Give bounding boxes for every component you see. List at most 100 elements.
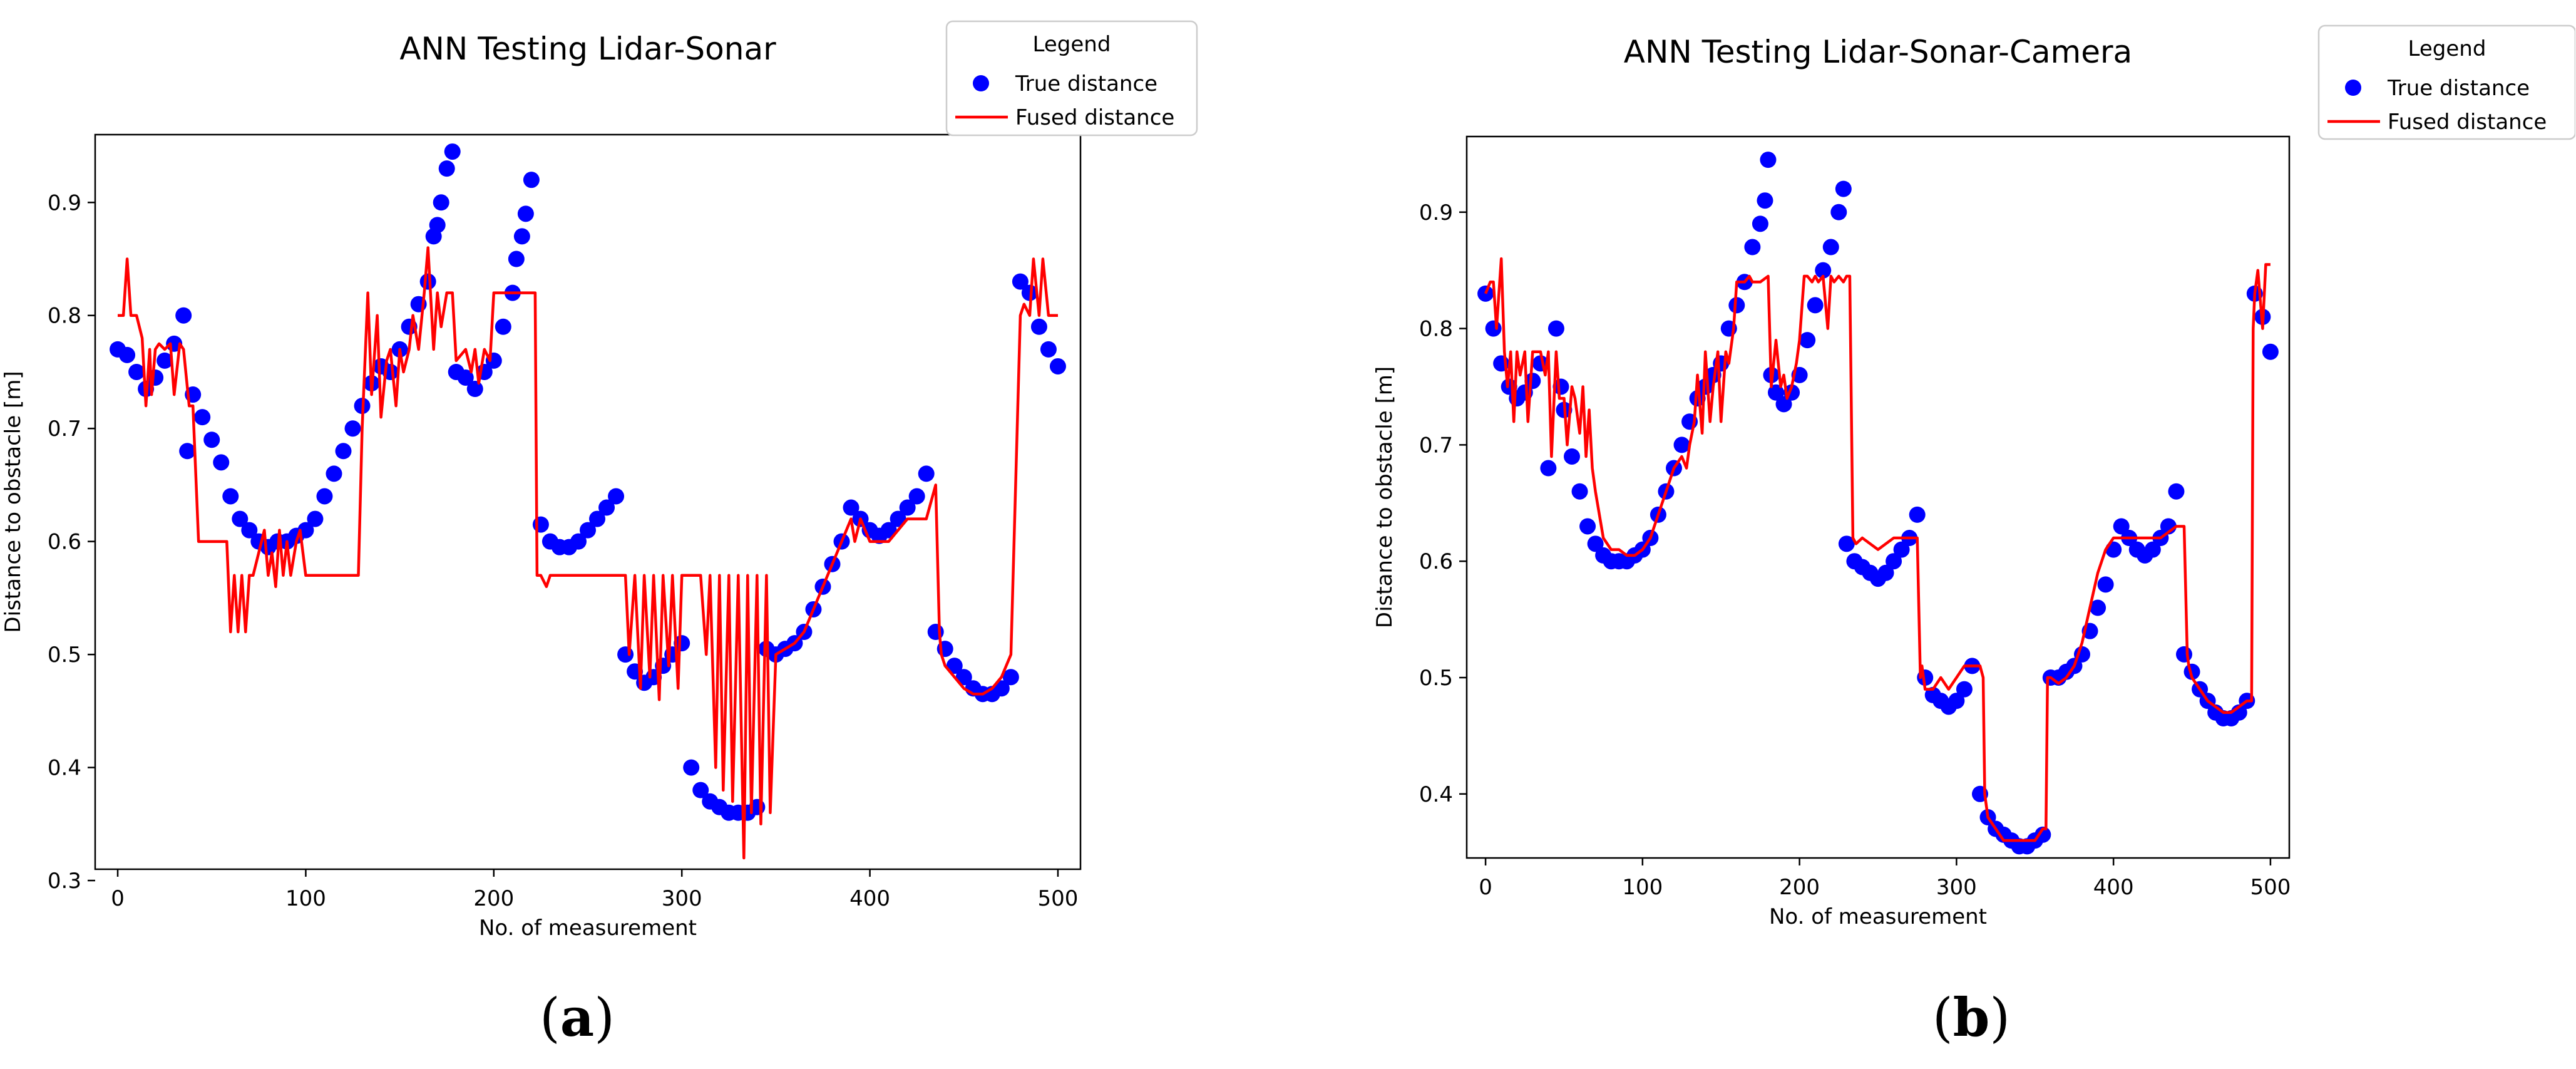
true-distance-point [1030,318,1047,335]
chart-a: ANN Testing Lidar-Sonar 0 100 200 300 400 500 0… [1,20,1198,941]
x-tick-label: 0 [111,886,125,911]
true-distance-point [1807,297,1824,314]
true-distance-point [1728,297,1745,314]
true-distance-point [1768,384,1785,401]
x-tick-label: 300 [1936,875,1977,900]
true-distance-point [1547,320,1564,337]
true-distance-point [457,369,474,386]
true-distance-point [517,205,534,222]
x-tick-label: 300 [662,886,702,911]
panel-a: ANN Testing Lidar-Sonar 0 100 200 300 400 500 0… [1,20,1198,1048]
true-distance-point [1049,358,1066,374]
true-distance-point [1956,681,1973,698]
true-distance-point [513,228,530,245]
true-distance-point [232,510,249,527]
true-distance-point [692,782,709,798]
x-tick-label: 200 [1779,875,1820,900]
plot-area [1465,135,2291,859]
true-distance-point [1757,192,1773,209]
true-distance-point [1477,285,1494,302]
chart-title: ANN Testing Lidar-Sonar-Camera [1624,34,2132,70]
true-distance-point [523,172,540,188]
x-axis-label: No. of measurement [1769,904,1987,929]
true-distance-point [2113,518,2130,535]
true-distance-point [2262,343,2279,360]
true-distance-point [570,533,587,550]
true-distance-point [918,465,935,482]
true-distance-point [1564,448,1581,465]
true-distance-point [1021,284,1038,301]
y-tick-label: 0.5 [48,643,81,668]
true-distance-point [2168,483,2185,500]
true-distance-point [1815,262,1832,279]
true-distance-point [1040,341,1057,358]
legend-label-fused: Fused distance [2388,110,2547,135]
fused-distance-line [1484,257,2271,842]
true-distance-point [508,250,525,267]
y-tick-label: 0.9 [1419,200,1453,225]
true-distance-point [429,217,446,234]
y-tick-label: 0.7 [1419,433,1453,458]
y-axis-label: Distance to obstacle [m] [1,371,26,633]
true-distance-point [532,516,549,533]
true-distance-point [495,318,511,335]
x-tick-label: 500 [2250,875,2291,900]
true-distance-point [433,194,449,211]
true-distance-point [1948,693,1965,710]
true-distance-point [899,499,916,516]
true-distance-point [307,510,324,527]
true-distance-point [683,759,700,776]
true-distance-point [2035,826,2051,843]
true-distance-point [1524,373,1541,390]
y-tick-label: 0.6 [48,530,81,555]
true-distance-point [438,160,455,177]
true-distance-point [179,443,196,460]
true-distance-point [1012,273,1029,290]
true-distance-point [1579,518,1596,535]
true-distance-point [466,381,483,398]
true-distance-point [2144,541,2161,558]
y-tick-label: 0.9 [48,190,81,215]
caption-b: (b) [1932,986,2011,1048]
y-axis-label: Distance to obstacle [m] [1372,366,1397,628]
panel-b: ANN Testing Lidar-Sonar-Camera 0 100 200 300… [1288,0,2575,1069]
true-distance-point [993,680,1010,697]
legend-label-true: True distance [2387,76,2530,101]
true-distance-point [674,635,690,652]
legend-title: Legend [2408,36,2486,61]
y-tick-label: 0.3 [48,869,81,894]
true-distance-point [1909,506,1926,523]
y-tick-label: 0.8 [48,304,81,329]
true-distance-point [175,307,192,324]
true-distance-point [1838,535,1855,552]
legend: Legend True distance Fused distance [945,20,1198,137]
fused-distance-line [118,246,1058,860]
legend-label-true: True distance [1015,71,1157,96]
true-distance-point [890,510,906,527]
true-distance-point [1540,460,1557,477]
true-distance-point [128,363,145,380]
true-distance-point [1002,669,1019,686]
true-distance-point [213,454,230,471]
y-tick-label: 0.6 [1419,549,1453,574]
true-distance-point [1830,204,1847,220]
true-distance-point [1877,564,1894,581]
true-distance-point [608,488,625,505]
true-distance-point [1799,332,1816,349]
true-distance-point [2090,599,2106,616]
true-distance-point [617,646,634,663]
true-distance-point [1752,215,1768,232]
y-tick-label: 0.4 [48,756,81,781]
x-tick-label: 200 [473,886,514,911]
true-distance-point [1744,239,1761,256]
true-distance-point [908,488,925,505]
true-distance-point [946,658,963,674]
true-distance-point [203,431,220,448]
true-distance-point [326,465,342,482]
true-distance-point [1689,390,1706,407]
true-distance-point [1571,483,1588,500]
true-distance-point [1552,378,1569,395]
true-distance-point [1822,239,1839,256]
true-distance-point [843,499,860,516]
y-tick-label: 0.8 [1419,317,1453,342]
